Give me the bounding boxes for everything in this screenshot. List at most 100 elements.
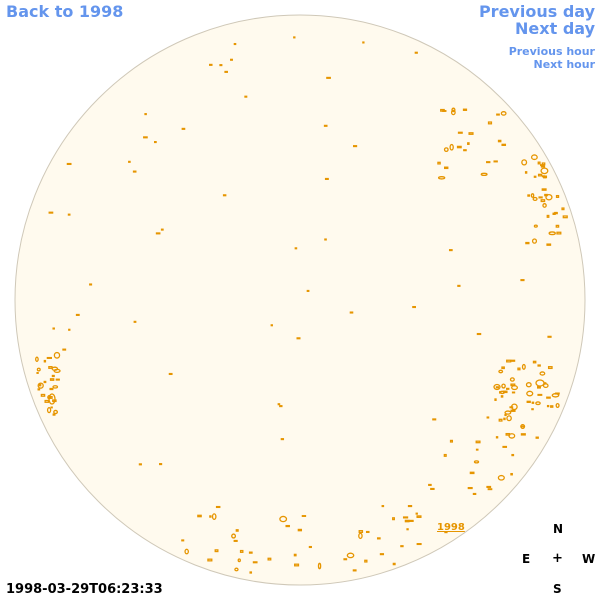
contour-mark	[502, 445, 508, 448]
compass-center: +	[552, 551, 563, 566]
contour-loop	[437, 176, 446, 180]
contour-mark	[504, 413, 507, 417]
next-day-link[interactable]: Next day	[515, 19, 595, 38]
contour-mark	[38, 383, 42, 387]
contour-mark	[52, 327, 55, 330]
contour-loop	[539, 371, 546, 376]
contour-mark	[404, 519, 410, 523]
contour-loop	[53, 368, 61, 374]
contour-loop	[451, 107, 456, 113]
contour-mark	[520, 279, 525, 282]
contour-mark	[49, 378, 55, 381]
contour-mark	[496, 113, 500, 116]
contour-mark	[449, 439, 454, 443]
contour-mark	[469, 471, 475, 475]
contour-loop	[317, 562, 322, 570]
contour-mark	[415, 512, 418, 515]
contour-mark	[128, 160, 131, 163]
contour-loop	[535, 401, 541, 406]
contour-mark	[207, 558, 213, 562]
contour-mark	[296, 337, 301, 340]
contour-mark	[294, 563, 300, 567]
contour-mark	[448, 249, 453, 252]
contour-mark	[535, 436, 539, 439]
contour-mark	[209, 515, 212, 518]
contour-loop	[540, 167, 549, 175]
contour-mark	[547, 366, 553, 370]
contour-loop	[443, 147, 449, 153]
back-to-year-link[interactable]: Back to 1998	[6, 2, 124, 21]
contour-mark	[467, 486, 473, 490]
contour-mark	[487, 121, 493, 125]
contour-mark	[280, 438, 285, 441]
contour-mark	[511, 391, 516, 394]
contour-loop	[231, 533, 237, 539]
contour-loop	[542, 203, 547, 208]
contour-mark	[457, 131, 463, 134]
contour-mark	[68, 328, 71, 331]
contour-loop	[506, 415, 512, 422]
next-hour-link[interactable]: Next hour	[533, 58, 596, 71]
contour-mark	[406, 528, 409, 531]
contour-loop	[35, 356, 39, 362]
contour-mark	[155, 232, 161, 235]
contour-mark	[555, 392, 560, 395]
contour-mark	[472, 492, 477, 496]
contour-mark	[526, 400, 531, 404]
contour-mark	[62, 348, 67, 351]
contour-loop	[52, 385, 59, 389]
contour-mark	[511, 359, 516, 362]
contour-mark	[364, 559, 368, 563]
contour-mark	[517, 367, 521, 371]
contour-mark	[531, 408, 534, 411]
previous-hour-link[interactable]: Previous hour	[508, 45, 595, 58]
contour-mark	[235, 529, 239, 532]
contour-mark	[467, 142, 470, 145]
contour-mark	[500, 395, 504, 398]
contour-mark	[462, 108, 468, 111]
contour-mark	[89, 283, 93, 286]
contour-mark	[46, 356, 52, 359]
contour-mark	[181, 127, 186, 130]
contour-mark	[498, 418, 503, 422]
contour-mark	[510, 383, 516, 387]
year-link[interactable]: 1998	[437, 522, 465, 533]
contour-mark	[197, 514, 202, 518]
contour-mark	[75, 313, 80, 316]
contour-mark	[362, 41, 365, 44]
contour-mark	[533, 175, 537, 178]
magnetic-contours	[35, 36, 568, 574]
contour-mark	[49, 387, 54, 391]
previous-day-link[interactable]: Previous day	[478, 2, 595, 21]
contour-mark	[249, 571, 253, 574]
contour-loop	[37, 382, 44, 389]
contour-mark	[277, 403, 281, 406]
contour-mark	[294, 247, 298, 250]
contour-loop	[508, 433, 516, 439]
contour-mark	[248, 551, 253, 554]
contour-mark	[510, 409, 516, 412]
contour-mark	[463, 149, 467, 152]
contour-mark	[301, 515, 307, 517]
contour-mark	[144, 113, 147, 116]
contour-mark	[511, 453, 515, 457]
contour-loop	[548, 231, 556, 236]
contour-mark	[365, 530, 370, 534]
contour-mark	[323, 124, 328, 127]
contour-mark	[546, 396, 551, 399]
contour-loop	[501, 383, 506, 389]
contour-mark	[550, 405, 554, 408]
contour-mark	[537, 393, 543, 396]
contour-mark	[43, 359, 47, 363]
contour-mark	[540, 199, 546, 203]
contour-mark	[297, 528, 303, 532]
contour-mark	[430, 487, 435, 491]
compass-north: N	[553, 522, 564, 536]
contour-loop	[480, 172, 488, 177]
contour-mark	[486, 161, 491, 164]
contour-mark	[308, 545, 312, 549]
contour-loop	[48, 393, 56, 405]
contour-loop	[535, 379, 545, 387]
contour-mark	[55, 378, 60, 381]
contour-mark	[293, 36, 296, 39]
